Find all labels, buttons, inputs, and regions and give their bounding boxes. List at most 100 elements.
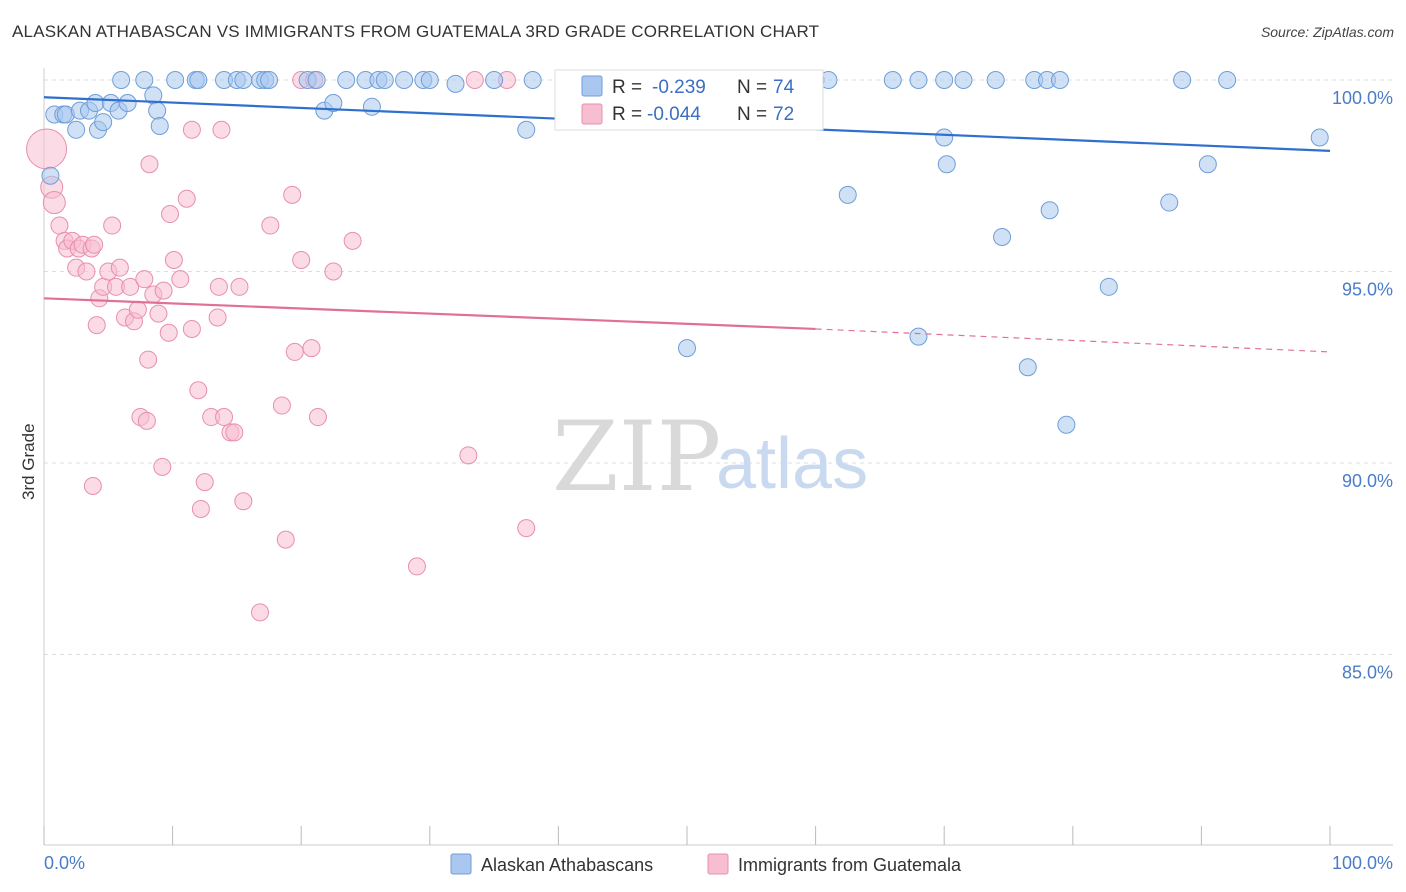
athabascan-point (838, 185, 857, 204)
athabascan-point (1057, 415, 1076, 434)
athabascan-point (150, 116, 169, 135)
athabascan-point (935, 71, 954, 89)
guatemala-point (121, 277, 140, 296)
guatemala-point (189, 381, 208, 400)
athabascan-point (41, 166, 60, 185)
athabascan-point (166, 71, 185, 89)
guatemala-point (302, 339, 321, 358)
guatemala-trend-extension (815, 328, 1331, 353)
guatemala-point (128, 300, 147, 319)
x-tick-label-100: 100.0% (1332, 853, 1393, 873)
guatemala-point (103, 216, 122, 235)
guatemala-point (135, 270, 154, 289)
athabascan-point (1018, 358, 1037, 377)
athabascan-point (1310, 128, 1329, 147)
guatemala-point (140, 155, 159, 174)
athabascan-point (909, 327, 928, 346)
legend-guatemala-label: Immigrants from Guatemala (738, 855, 962, 875)
guatemala-point (182, 319, 201, 338)
legend-guatemala-swatch (707, 853, 729, 875)
guatemala-point (182, 120, 201, 139)
athabascan-point (234, 71, 253, 89)
guatemala-point (230, 277, 249, 296)
guatemala-point (85, 235, 104, 254)
source-label: Source: ZipAtlas.com (1260, 24, 1394, 40)
athabascan-point (148, 101, 167, 120)
athabascan-point (1160, 193, 1179, 212)
athabascan-point (118, 93, 137, 112)
guatemala-point (215, 408, 234, 427)
guatemala-point (191, 499, 210, 518)
athabascan-point (1218, 71, 1237, 89)
guatemala-point (50, 216, 69, 235)
stats-legend-blue-swatch (581, 75, 603, 97)
athabascan-point (67, 120, 86, 139)
guatemala-point (177, 189, 196, 208)
athabascan-point (420, 71, 439, 89)
watermark-zip: ZIP (552, 401, 721, 513)
legend-athabascan-label: Alaskan Athabascans (481, 855, 653, 875)
chart-title: ALASKAN ATHABASCAN VS IMMIGRANTS FROM GU… (12, 22, 820, 41)
stat-n-value-pink: 72 (773, 104, 794, 125)
athabascan-point (1040, 201, 1059, 220)
guatemala-point (459, 446, 478, 465)
grid-lines (44, 79, 1393, 655)
athabascan-point (395, 71, 414, 89)
guatemala-point (324, 262, 343, 281)
athabascan-point (523, 71, 542, 89)
athabascan-point (1050, 71, 1069, 89)
athabascan-point (993, 228, 1012, 247)
guatemala-point (137, 411, 156, 430)
athabascan-point (937, 155, 956, 174)
guatemala-point (225, 423, 244, 442)
y-tick-label-0: 100.0% (1332, 88, 1393, 108)
guatemala-point (283, 185, 302, 204)
x-tick-labels: 0.0% 100.0% (44, 853, 1393, 873)
guatemala-point (308, 408, 327, 427)
guatemala-point (517, 519, 536, 538)
athabascan-point (954, 71, 973, 89)
athabascan-point (337, 71, 356, 89)
stats-legend-pink-swatch (581, 103, 603, 125)
guatemala-point (407, 557, 426, 576)
guatemala-point (171, 270, 190, 289)
athabascan-point (260, 71, 279, 89)
athabascan-point (935, 128, 954, 147)
guatemala-point (26, 128, 68, 170)
guatemala-point (465, 71, 484, 89)
legend-athabascan-swatch (450, 853, 472, 875)
guatemala-point (42, 191, 66, 215)
athabascan-point (517, 120, 536, 139)
guatemala-point (87, 316, 106, 335)
guatemala-point (285, 342, 304, 361)
guatemala-point (208, 308, 227, 327)
athabascan-point (1173, 71, 1192, 89)
athabascan-point (485, 71, 504, 89)
guatemala-point (276, 530, 295, 549)
stat-r-value-pink: -0.044 (647, 104, 701, 125)
guatemala-trend-line (43, 297, 816, 331)
athabascan-point (324, 93, 343, 112)
stat-r-label-blue: R = (612, 77, 642, 98)
guatemala-point (292, 251, 311, 270)
guatemala-point (343, 231, 362, 250)
x-tick-label-0: 0.0% (44, 853, 85, 873)
athabascan-point (986, 71, 1005, 89)
athabascan-point (883, 71, 902, 89)
stat-n-label-pink: N = (737, 104, 767, 125)
y-tick-label-2: 90.0% (1342, 471, 1393, 491)
guatemala-point (272, 396, 291, 415)
guatemala-point (110, 258, 129, 277)
guatemala-point (212, 120, 231, 139)
guatemala-point (164, 251, 183, 270)
stat-n-value-blue: 74 (773, 77, 795, 98)
y-tick-label-1: 95.0% (1342, 280, 1393, 300)
trend-lines (43, 96, 1331, 353)
stats-legend: R = -0.239 N = 74 R = -0.044 N = 72 (554, 69, 824, 131)
y-axis-label: 3rd Grade (19, 423, 38, 500)
athabascan-point (909, 71, 928, 89)
stat-r-value-blue: -0.239 (652, 77, 706, 98)
guatemala-point (153, 457, 172, 476)
guatemala-point (77, 262, 96, 281)
